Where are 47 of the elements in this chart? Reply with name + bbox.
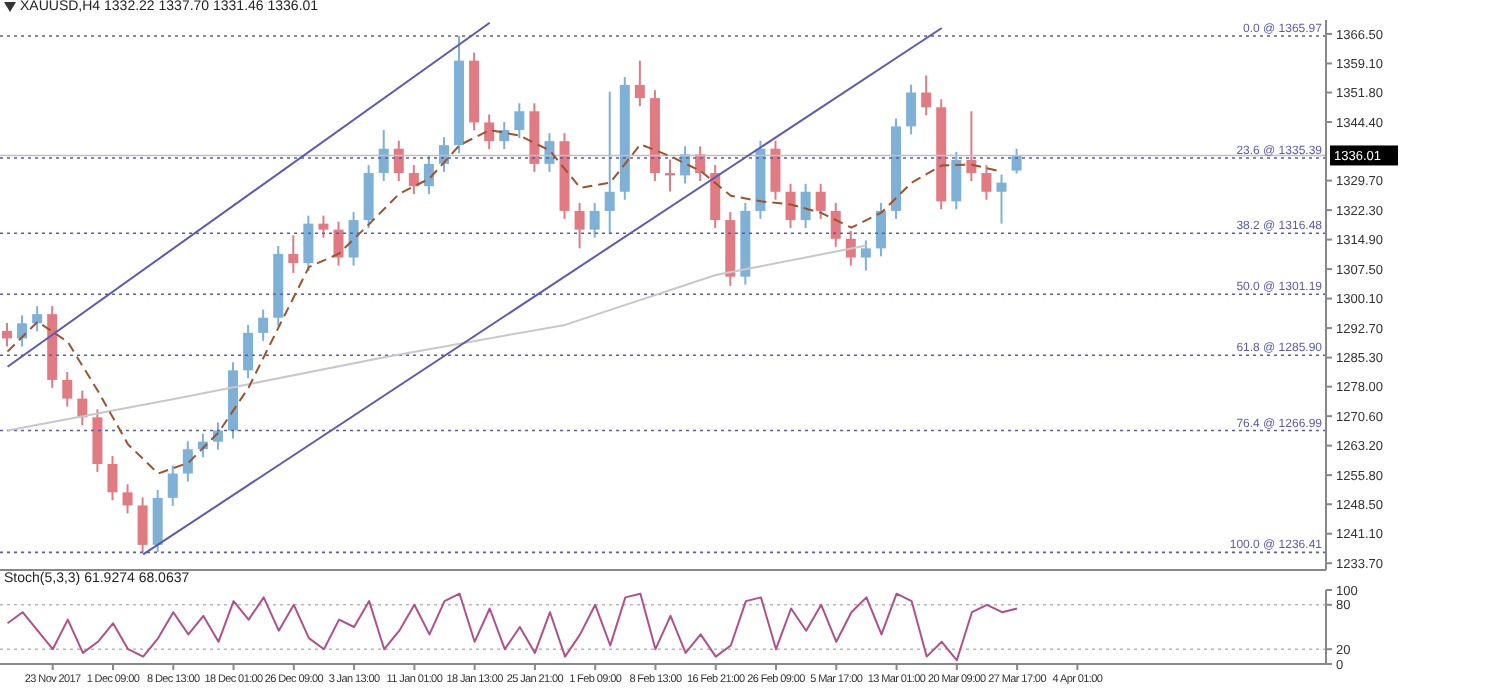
- candlestick: [303, 214, 314, 273]
- candlestick: [393, 139, 404, 183]
- candlestick: [167, 464, 178, 507]
- candlestick: [800, 182, 811, 230]
- candlestick: [17, 314, 28, 348]
- candlestick: [288, 234, 299, 275]
- candlestick: [318, 214, 329, 239]
- candlestick: [32, 305, 43, 333]
- candlestick: [710, 164, 721, 230]
- candlestick: [107, 455, 118, 502]
- candlestick: [484, 113, 495, 151]
- candlestick: [815, 182, 826, 220]
- candlestick: [92, 408, 103, 473]
- candlestick: [348, 211, 359, 267]
- candlestick: [363, 164, 374, 230]
- candlestick: [258, 308, 269, 342]
- candlestick: [408, 164, 419, 196]
- candlestick: [875, 201, 886, 258]
- line-series: [6, 592, 1019, 662]
- candlestick: [137, 496, 148, 554]
- candlestick: [966, 110, 977, 183]
- line-series: [6, 244, 868, 432]
- candlestick: [499, 121, 510, 151]
- candlestick: [152, 488, 163, 554]
- candlestick: [996, 173, 1007, 225]
- candlestick: [906, 83, 917, 136]
- candlestick: [921, 74, 932, 117]
- candlestick: [2, 321, 12, 348]
- candlestick: [423, 154, 434, 196]
- candlestick: [378, 129, 389, 183]
- candlestick: [951, 150, 962, 211]
- candlestick: [182, 440, 193, 483]
- candlestick: [62, 370, 73, 408]
- candlestick: [574, 201, 585, 250]
- candlestick: [514, 102, 525, 139]
- candlestick: [589, 201, 600, 239]
- candlestick: [243, 323, 254, 380]
- candlestick: [1011, 147, 1022, 175]
- candlestick: [830, 201, 841, 248]
- candlestick: [122, 483, 133, 515]
- candlestick: [981, 164, 992, 201]
- candlestick: [770, 139, 781, 201]
- candlestick: [845, 229, 856, 267]
- candlestick: [860, 239, 871, 272]
- candlestick: [785, 182, 796, 230]
- candlestick: [604, 90, 615, 235]
- candlestick: [634, 59, 645, 108]
